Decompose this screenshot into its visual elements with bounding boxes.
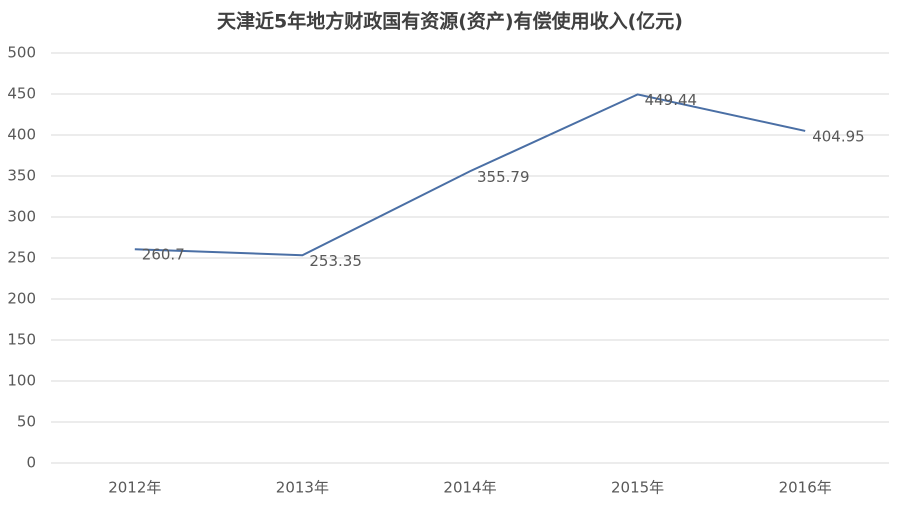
y-tick-label: 100 [7,372,36,390]
data-label: 404.95 [812,127,865,145]
chart-title: 天津近5年地方财政国有资源(资产)有偿使用收入(亿元) [217,10,683,33]
data-label: 449.44 [645,91,698,109]
y-tick-label: 450 [7,85,36,103]
y-tick-label: 150 [7,331,36,349]
y-tick-label: 0 [26,454,36,472]
y-tick-label: 50 [17,413,36,431]
data-line [134,93,806,257]
x-tick-label: 2013年 [276,479,329,497]
y-tick-label: 250 [7,249,36,267]
x-tick-label: 2014年 [443,479,496,497]
data-label: 253.35 [309,252,362,270]
data-label: 260.7 [142,246,185,264]
data-label: 355.79 [477,168,530,186]
y-tick-label: 400 [7,126,36,144]
x-tick-label: 2015年 [611,479,664,497]
y-tick-label: 350 [7,167,36,185]
y-tick-label: 500 [7,44,36,62]
x-tick-label: 2016年 [779,479,832,497]
y-tick-label: 300 [7,208,36,226]
x-tick-label: 2012年 [108,479,161,497]
y-tick-label: 200 [7,290,36,308]
